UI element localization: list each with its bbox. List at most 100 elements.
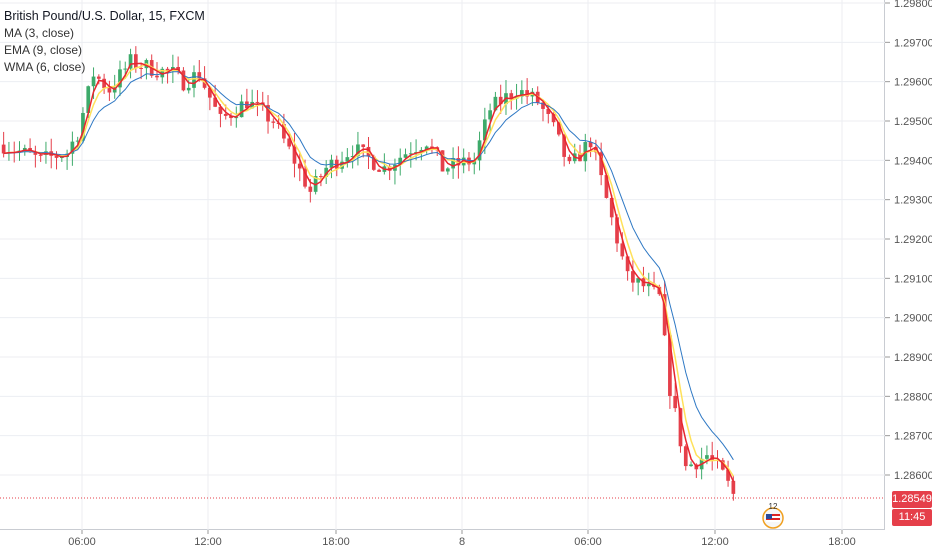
y-tick-label: 1.29400 bbox=[894, 155, 932, 167]
candle-body bbox=[689, 464, 693, 467]
us-flag-icon bbox=[766, 514, 780, 522]
candle-body bbox=[54, 155, 59, 158]
y-tick-label: 1.29100 bbox=[894, 273, 932, 285]
x-tick-label: 8 bbox=[459, 536, 465, 548]
candle-body bbox=[160, 68, 165, 78]
candle-body bbox=[567, 156, 572, 162]
candle-body bbox=[678, 408, 683, 447]
candle-body bbox=[218, 106, 223, 114]
legend-wma: WMA (6, close) bbox=[4, 60, 86, 74]
y-tick-label: 1.28800 bbox=[894, 391, 932, 403]
x-tick-label: 18:00 bbox=[322, 536, 350, 548]
y-tick-label: 1.28900 bbox=[894, 352, 932, 364]
candle-body bbox=[308, 186, 313, 192]
candle-body bbox=[636, 278, 641, 283]
candle-body bbox=[334, 159, 339, 169]
candle-body bbox=[546, 108, 551, 114]
candle-body bbox=[668, 335, 672, 396]
candle-body bbox=[91, 76, 96, 87]
candle-body bbox=[350, 156, 355, 158]
candle-body bbox=[356, 144, 360, 157]
candle-body bbox=[720, 460, 725, 470]
candle-body bbox=[646, 283, 651, 287]
candle-body bbox=[75, 140, 80, 142]
candle-body bbox=[96, 76, 101, 79]
countdown-tag: 11:45 bbox=[892, 509, 932, 526]
candle-body bbox=[22, 147, 27, 151]
candle-body bbox=[609, 197, 614, 218]
candle-body bbox=[282, 123, 286, 139]
candle-body bbox=[192, 72, 196, 88]
candle-body bbox=[493, 96, 498, 111]
legend-ema: EMA (9, close) bbox=[4, 43, 83, 57]
candle-body bbox=[86, 86, 91, 113]
candle-body bbox=[403, 154, 408, 158]
candle-body bbox=[498, 96, 503, 105]
candle-body bbox=[525, 90, 529, 97]
candle-body bbox=[408, 153, 413, 155]
candle-body bbox=[562, 134, 566, 157]
candle-body bbox=[662, 294, 667, 336]
candle-body bbox=[488, 110, 492, 120]
candle-body bbox=[705, 455, 709, 459]
candle-body bbox=[440, 150, 445, 172]
y-tick-label: 1.29800 bbox=[894, 0, 932, 10]
candle-body bbox=[266, 105, 270, 122]
candle-body bbox=[371, 156, 376, 170]
candle-body bbox=[297, 163, 302, 169]
x-tick-label: 12:00 bbox=[194, 536, 222, 548]
candle-body bbox=[165, 68, 170, 71]
ema-line bbox=[3, 71, 734, 461]
ma-line bbox=[3, 62, 735, 482]
candle-body bbox=[118, 69, 122, 88]
candle-body bbox=[477, 140, 482, 161]
y-tick-label: 1.29500 bbox=[894, 116, 932, 128]
candle-body bbox=[155, 75, 159, 78]
candle-body bbox=[1, 144, 6, 154]
candle-body bbox=[38, 154, 43, 156]
candle-body bbox=[620, 243, 625, 257]
candle-body bbox=[271, 121, 276, 123]
candle-body bbox=[509, 93, 514, 99]
candle-body bbox=[683, 446, 688, 467]
candle-body bbox=[223, 113, 228, 116]
candle-body bbox=[604, 175, 609, 198]
candle-body bbox=[726, 469, 730, 481]
candle-body bbox=[541, 102, 545, 109]
candle-body bbox=[519, 90, 524, 97]
candle-body bbox=[229, 115, 233, 119]
candle-body bbox=[625, 256, 630, 272]
economic-event-badge[interactable]: 12 bbox=[758, 502, 788, 529]
candle-body bbox=[424, 146, 429, 150]
candle-body bbox=[102, 78, 106, 89]
y-tick-label: 1.29700 bbox=[894, 37, 932, 49]
candle-body bbox=[398, 157, 403, 165]
y-tick-label: 1.29300 bbox=[894, 195, 932, 207]
candle-body bbox=[615, 217, 619, 244]
candle-body bbox=[70, 141, 75, 154]
candle-body bbox=[292, 146, 297, 164]
candle-body bbox=[181, 70, 186, 91]
candle-body bbox=[202, 78, 207, 88]
candle-body bbox=[81, 112, 85, 141]
candle-body bbox=[599, 152, 604, 176]
candle-body bbox=[445, 168, 450, 172]
candle-body bbox=[482, 119, 487, 141]
symbol-title: British Pound/U.S. Dollar, 15, FXCM bbox=[4, 9, 205, 23]
candle-body bbox=[287, 138, 292, 147]
candle-body bbox=[239, 101, 244, 118]
candle-body bbox=[578, 153, 582, 162]
candle-body bbox=[123, 68, 128, 70]
event-count: 12 bbox=[769, 503, 778, 511]
y-tick-label: 1.29200 bbox=[894, 234, 932, 246]
candle-body bbox=[430, 146, 434, 148]
candle-body bbox=[128, 54, 133, 69]
candle-body bbox=[387, 166, 392, 171]
candle-body bbox=[377, 169, 381, 172]
candle-body bbox=[255, 101, 260, 103]
y-tick-label: 1.29000 bbox=[894, 313, 932, 325]
candle-body bbox=[213, 97, 218, 107]
x-tick-label: 18:00 bbox=[828, 536, 856, 548]
